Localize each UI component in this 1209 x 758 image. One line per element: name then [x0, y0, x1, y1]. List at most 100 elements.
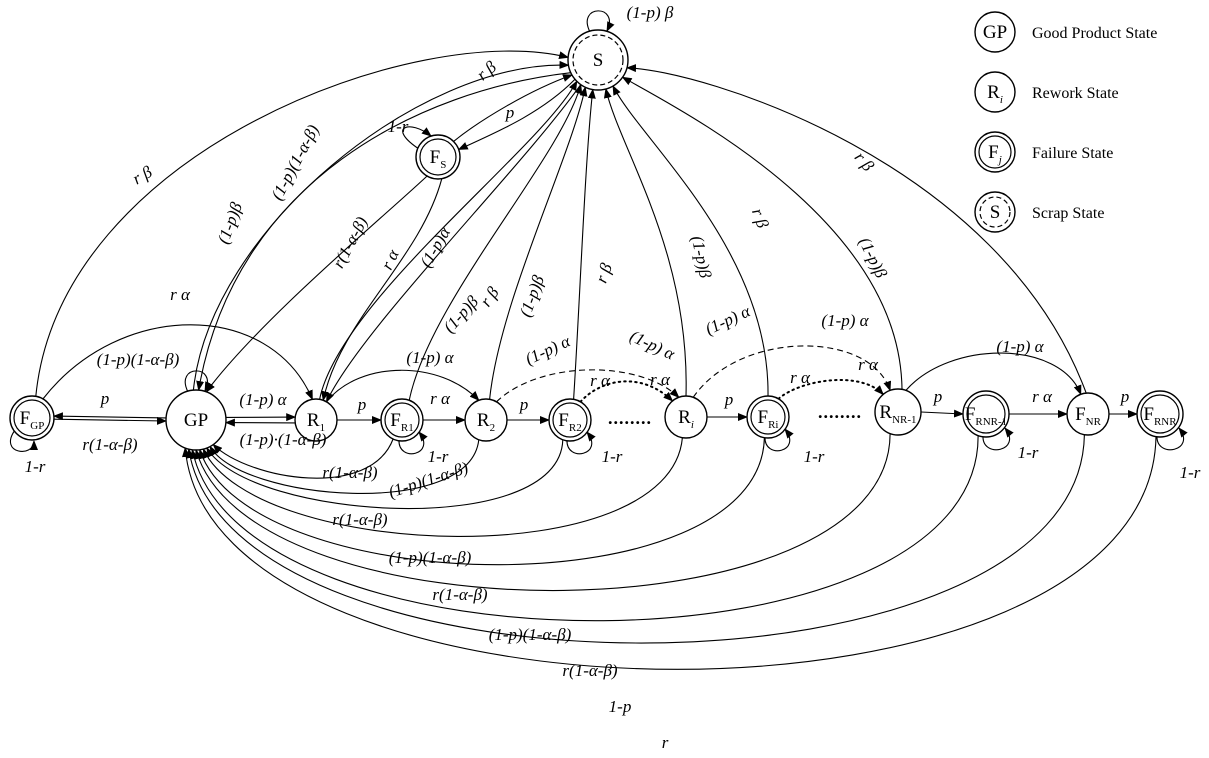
node-label: R2 — [477, 410, 495, 434]
edge-label-ri-pa2: (1-p) α — [821, 311, 869, 330]
edge-label-fr2-ra1: r α — [590, 371, 611, 390]
arrow-frnr1-gp — [190, 435, 979, 622]
node-label: Ri — [678, 407, 694, 431]
node-main-symbol: S — [593, 50, 604, 71]
node-subscript: RNR — [1154, 416, 1177, 428]
legend-symbol-circle — [974, 71, 1016, 113]
edge-label-fs-s-p: p — [505, 103, 515, 122]
arrow-ri-gp — [202, 437, 683, 538]
arrow-fr1-s-rb — [408, 83, 583, 401]
arrow-fs-s-p — [457, 78, 576, 150]
edge-label-fri-self: 1-r — [804, 447, 825, 466]
node-subscript: NR — [1086, 416, 1102, 428]
edge-label-fr2-gp: r(1-α-β) — [332, 510, 387, 529]
ellipsis-continuation: ........ — [818, 402, 862, 422]
edge-label-rnr1-frnr1: p — [933, 387, 943, 406]
edge-label-fri-gp: r(1-α-β) — [432, 585, 487, 604]
node-label: FR2 — [558, 410, 581, 434]
arrow-fgp-s-rb — [35, 50, 570, 397]
legend-item: S Scrap State — [974, 191, 1104, 233]
edge-label-fri-ra1: r α — [790, 368, 811, 387]
edge-label-fr1-gp: r(1-α-β) — [322, 463, 377, 482]
node-main-symbol: F — [20, 408, 31, 429]
node-label: FR1 — [390, 410, 413, 434]
arrow-fs-gp — [205, 175, 428, 393]
arrow-rnr1-frnr1 — [920, 409, 964, 418]
arrow-gp-s-pb — [192, 60, 570, 391]
arrow-fr2-ri — [579, 380, 674, 403]
node-main-symbol: R — [477, 410, 490, 431]
arrow-ri-s-pb — [603, 88, 687, 397]
state-node-fgp: FGP — [9, 395, 55, 441]
arrow-r2-gp — [209, 439, 480, 494]
edge-label-frnr1-fnr: r α — [1032, 387, 1053, 406]
node-subscript: GP — [30, 420, 44, 432]
arrow-rnr1-gp — [194, 433, 891, 592]
arrow-fri-rnr1 — [777, 378, 885, 400]
node-label: FGP — [20, 408, 45, 432]
edge-label-fs-gp: r(1-α-β) — [329, 213, 372, 271]
edge-label-frnr-self: 1-r — [1180, 463, 1201, 482]
self-loop-fgp — [9, 429, 38, 452]
arrow-rnr1-s-pb — [621, 76, 903, 390]
legend-item: Ri Rework State — [974, 71, 1119, 113]
state-node-rnr1: RNR-1 — [874, 388, 922, 436]
legend-symbol-text: Fj — [988, 142, 1002, 166]
state-node-fnr: FNR — [1066, 392, 1110, 436]
edge-label-fri-ra2: r α — [858, 355, 879, 374]
edge-label-ri-gp: (1-p)(1-α-β) — [389, 548, 472, 567]
self-loop-frnr — [1156, 427, 1188, 451]
edge-label-ri-pa1: (1-p) α — [702, 301, 754, 339]
self-loop-fr1 — [398, 431, 428, 455]
node-subscript: S — [440, 159, 446, 171]
edge-label-fr1-r2: r α — [430, 389, 451, 408]
arrow-r2-ri — [496, 369, 680, 403]
state-node-fr1: FR1 — [380, 398, 424, 442]
edge-label-s-self: (1-p) β — [627, 3, 674, 22]
legend-symbol-circle — [974, 131, 1016, 173]
node-main-symbol: R — [678, 407, 691, 428]
edge-label-fr2-s-rb: r β — [592, 260, 617, 285]
state-node-r2: R2 — [464, 398, 508, 442]
edge-label-fr1-self: 1-r — [428, 447, 449, 466]
legend-symbol-circle — [974, 191, 1016, 233]
node-main-symbol: R — [307, 410, 320, 431]
state-node-r1: R1 — [294, 398, 338, 442]
edge-label-frnr-gp: r — [662, 733, 669, 752]
edge-label-rnr1-gp: (1-p)(1-α-β) — [489, 625, 572, 644]
legend-symbol-circle — [974, 11, 1016, 53]
edge-label-fnr-gp: 1-p — [609, 697, 632, 716]
arrow-fgp-r1 — [42, 324, 313, 401]
node-main-symbol: F — [430, 147, 441, 168]
ellipsis-continuation: ........ — [608, 408, 652, 428]
arrow-fnr-gp — [186, 434, 1085, 644]
legend-symbol-text: Ri — [987, 82, 1003, 106]
node-subscript: Ri — [768, 419, 778, 431]
state-node-ri: Ri — [664, 395, 708, 439]
edge-label-fgp-self: 1-r — [25, 457, 46, 476]
node-label: FRi — [758, 407, 779, 431]
state-node-fr2: FR2 — [548, 398, 592, 442]
edge-label-gp-self: (1-p)(1-α-β) — [97, 350, 180, 369]
arrow-fri-s-rb — [612, 85, 769, 397]
arrow-fs-r1 — [321, 178, 443, 402]
edge-label-fs-r1-ra: r α — [377, 246, 403, 273]
edge-label-r2-ri-pa1: (1-p) α — [522, 331, 574, 369]
arrow-r1-r2 — [326, 369, 480, 403]
arrow-fr2-s-rb — [573, 88, 596, 400]
legend-description: Failure State — [1032, 145, 1113, 162]
legend-item: GP Good Product State — [974, 11, 1157, 53]
edge-label-gp-s-pb: (1-p)β — [214, 199, 247, 246]
state-node-fri: FRi — [746, 395, 790, 439]
legend-symbol-text: S — [990, 202, 1001, 223]
node-main-symbol: F — [390, 410, 401, 431]
edge-label-r2-s-pb: (1-p)β — [516, 272, 549, 319]
edge-label-r1-fr1: p — [357, 395, 367, 414]
node-main-symbol: F — [965, 404, 976, 425]
self-loop-fs — [402, 126, 432, 150]
node-subscript: 2 — [490, 422, 496, 434]
self-loop-s — [586, 10, 615, 33]
edge-label-r1-r2: (1-p) α — [406, 348, 454, 367]
node-label: FRNR — [1143, 404, 1177, 428]
